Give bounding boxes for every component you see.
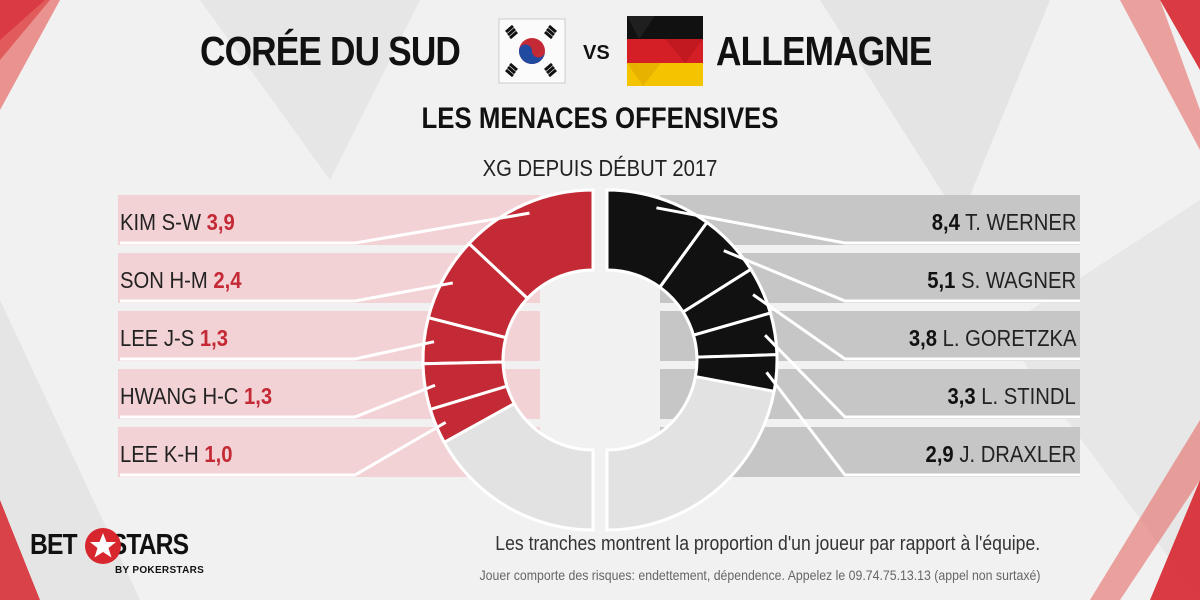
kr-label-band xyxy=(118,195,540,245)
disclaimer: Jouer comporte des risques: endettement,… xyxy=(479,567,1040,583)
player-xg: 1,3 xyxy=(244,383,273,409)
germany-flag-icon xyxy=(627,16,703,86)
de-connector-5 xyxy=(765,371,1080,477)
player-xg: 2,9 xyxy=(925,441,954,467)
de-row-4: 3,3 L. STINDL xyxy=(948,383,1076,410)
de-row-5: 2,9 J. DRAXLER xyxy=(925,441,1076,468)
player-name: L. STINDL xyxy=(981,383,1076,409)
footnote: Les tranches montrent la proportion d'un… xyxy=(495,533,1040,555)
player-name: KIM S-W xyxy=(120,209,201,235)
player-name: T. WERNER xyxy=(964,209,1076,235)
betstars-logo: BET STARS BY POKERSTARS xyxy=(30,527,240,582)
player-name: LEE J-S xyxy=(120,325,195,351)
kr-row-1: KIM S-W 3,9 xyxy=(120,209,235,236)
player-name: LEE K-H xyxy=(120,441,199,467)
player-name: SON H-M xyxy=(120,267,208,293)
kr-connector-4 xyxy=(120,383,436,419)
vs-label: VS xyxy=(583,42,610,64)
de-connector-3 xyxy=(752,293,1080,361)
player-name: L. GORETZKA xyxy=(942,325,1076,351)
player-xg: 1,0 xyxy=(204,441,233,467)
kr-connector-1 xyxy=(120,211,530,245)
player-xg: 5,1 xyxy=(927,267,956,293)
player-xg: 3,3 xyxy=(947,383,976,409)
de-row-3: 3,8 L. GORETZKA xyxy=(908,325,1076,352)
chart-caption: XG DEPUIS DÉBUT 2017 xyxy=(482,155,718,181)
logo-left-text: BET xyxy=(30,529,78,561)
kr-row-2: SON H-M 2,4 xyxy=(120,267,241,294)
logo-wordmark: BET STARS xyxy=(30,529,189,562)
logo-subtitle: BY POKERSTARS xyxy=(115,565,205,576)
south-korea-flag-icon xyxy=(498,18,566,84)
team-right-title: ALLEMAGNE xyxy=(716,28,932,74)
team-left-title: CORÉE DU SUD xyxy=(200,28,461,74)
de-connector-4 xyxy=(763,334,1080,419)
kr-row-5: LEE K-H 1,0 xyxy=(120,441,233,468)
logo-right-text: STARS xyxy=(110,529,189,561)
de-label-band xyxy=(660,195,1080,245)
de-row-1: 8,4 T. WERNER xyxy=(931,209,1076,236)
player-xg: 1,3 xyxy=(199,325,229,351)
player-name: J. DRAXLER xyxy=(959,441,1076,467)
player-xg: 3,9 xyxy=(206,209,235,235)
kr-slice-5 xyxy=(428,384,517,445)
de-slice-5 xyxy=(693,353,779,394)
de-row-2: 5,1 S. WAGNER xyxy=(927,267,1076,294)
kr-connector-2 xyxy=(120,281,454,303)
de-connector-1 xyxy=(656,206,1080,245)
player-name: S. WAGNER xyxy=(960,267,1076,293)
kr-connector-3 xyxy=(120,340,435,361)
chart-subtitle: LES MENACES OFFENSIVES xyxy=(421,102,779,135)
kr-row-4: HWANG H-C 1,3 xyxy=(120,383,272,410)
player-xg: 8,4 xyxy=(931,209,960,235)
player-name: HWANG H-C xyxy=(120,383,239,409)
player-xg: 3,8 xyxy=(908,325,937,351)
red-star-icon xyxy=(85,528,121,564)
player-xg: 2,4 xyxy=(213,267,242,293)
kr-connector-5 xyxy=(120,421,447,477)
kr-row-3: LEE J-S 1,3 xyxy=(120,325,228,352)
de-connector-2 xyxy=(723,249,1080,303)
